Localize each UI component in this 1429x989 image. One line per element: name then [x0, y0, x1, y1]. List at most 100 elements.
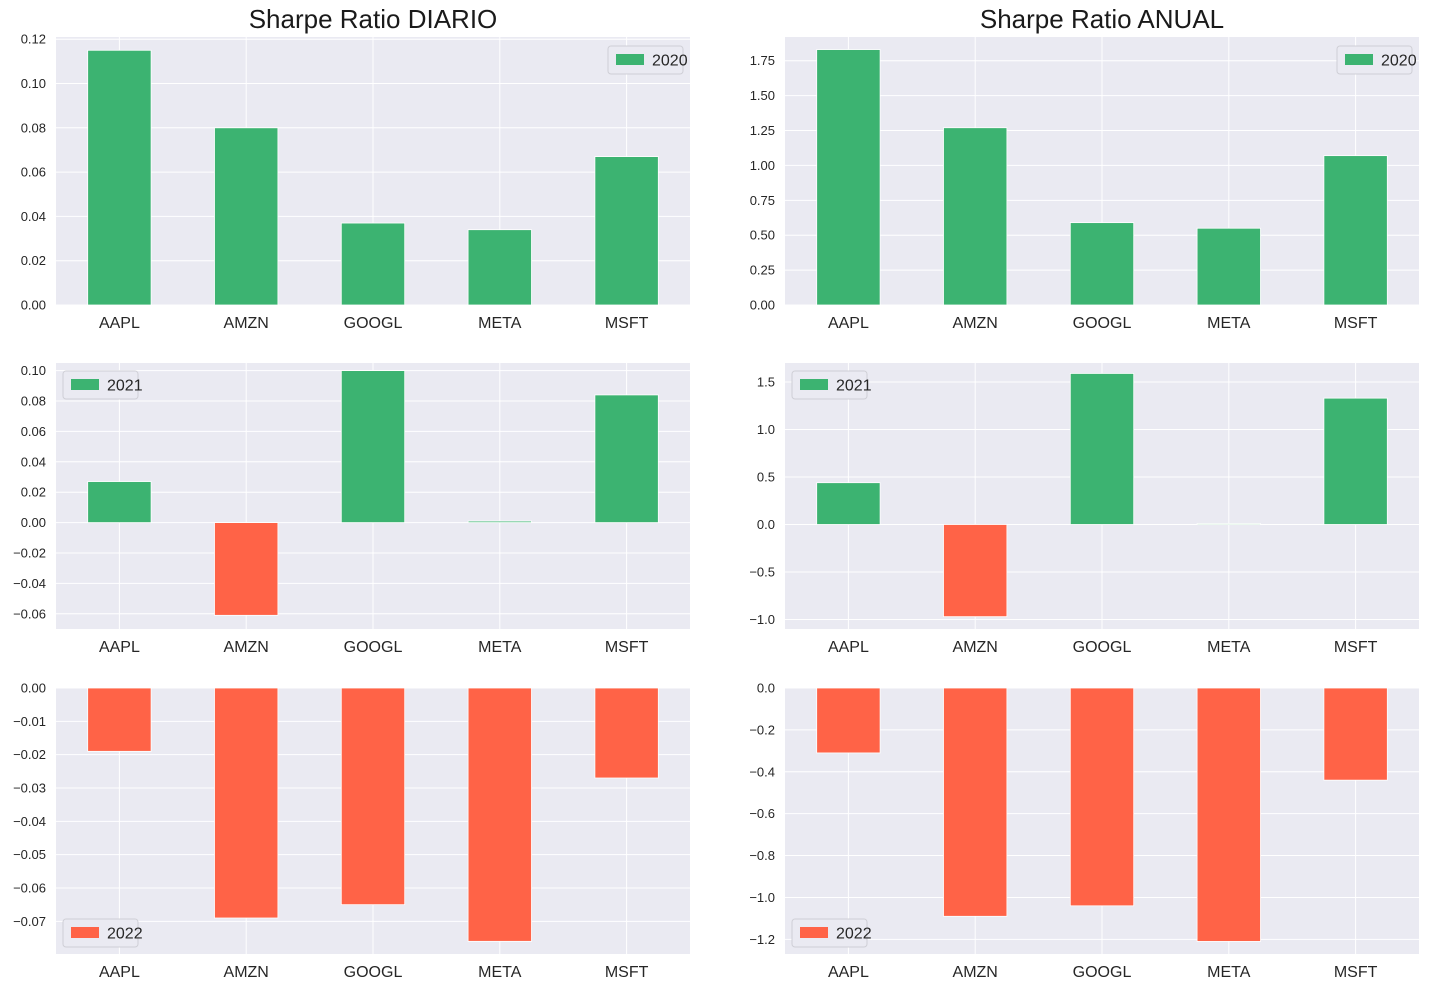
bar-amzn	[943, 524, 1008, 618]
y-tick-label: 0.00	[21, 515, 46, 530]
bar-aapl	[87, 687, 152, 752]
y-tick-label: 0.00	[21, 681, 46, 696]
x-tick-label: AMZN	[953, 639, 998, 656]
bar-msft	[1323, 397, 1388, 525]
x-tick-label: AMZN	[224, 964, 269, 981]
legend-box	[1336, 45, 1413, 75]
bar-msft	[594, 687, 659, 779]
bar-googl	[1069, 373, 1135, 525]
bar-aapl	[816, 687, 881, 754]
x-tick-label: MSFT	[1334, 964, 1378, 981]
y-tick-label: 0.5	[757, 470, 775, 485]
bar-googl	[1069, 687, 1135, 907]
y-tick-label: 1.5	[757, 375, 775, 390]
y-tick-label: 0.06	[21, 165, 46, 180]
legend-box	[62, 918, 139, 948]
y-tick-label: 0.0	[757, 681, 775, 696]
bar-googl	[1069, 222, 1135, 306]
y-tick-label: −0.8	[749, 848, 775, 863]
y-tick-label: 0.06	[21, 424, 46, 439]
bar-aapl	[87, 481, 152, 523]
y-tick-label: 0.75	[750, 193, 775, 208]
bar-meta	[1196, 523, 1261, 525]
chart-panel-0: 0.00 0.02 0.04 0.06 0.08 0.10 0.12 AAPL AMZN GOOG…	[21, 32, 690, 332]
bar-aapl	[87, 49, 152, 306]
legend: 2022	[62, 918, 143, 948]
title-sharpe-anual: Sharpe Ratio ANUAL	[979, 4, 1225, 34]
y-tick-label: 0.08	[21, 120, 46, 135]
x-tick-label: META	[478, 964, 522, 981]
bar-meta	[1196, 227, 1261, 306]
legend-swatch	[1345, 54, 1373, 65]
x-tick-label: AAPL	[99, 964, 140, 981]
bar-googl	[340, 222, 406, 306]
x-tick-label: AMZN	[953, 315, 998, 332]
x-tick-label: AAPL	[828, 639, 869, 656]
y-tick-label: 0.00	[750, 298, 775, 313]
bar-amzn	[214, 687, 279, 919]
title-sharpe-diario: Sharpe Ratio DIARIO	[248, 4, 498, 34]
y-tick-label: 0.02	[21, 253, 46, 268]
y-tick-label: 0.12	[21, 32, 46, 47]
y-tick-label: 1.0	[757, 422, 775, 437]
chart-panel-2: −0.06 −0.04 −0.02 0.00 0.02 0.04 0.06 0.08 0.10 A…	[13, 363, 690, 656]
x-tick-label: MSFT	[605, 964, 649, 981]
y-tick-label: −0.03	[13, 781, 46, 796]
bar-amzn	[943, 127, 1008, 306]
y-tick-label: −0.4	[749, 764, 775, 779]
bar-meta	[1196, 687, 1261, 942]
legend: 2021	[791, 370, 872, 400]
legend-label: 2020	[1381, 53, 1417, 70]
bar-aapl	[816, 49, 881, 306]
legend: 2021	[62, 370, 143, 400]
x-tick-label: META	[1207, 964, 1251, 981]
y-tick-label: 1.50	[750, 88, 775, 103]
legend: 2020	[1336, 45, 1417, 75]
y-tick-label: −0.04	[13, 814, 46, 829]
x-tick-label: GOOGL	[1073, 964, 1132, 981]
legend: 2022	[791, 918, 872, 948]
legend-box	[62, 370, 139, 400]
y-tick-label: 0.25	[750, 263, 775, 278]
y-tick-label: −1.2	[749, 932, 775, 947]
x-tick-label: AAPL	[828, 315, 869, 332]
legend-label: 2021	[107, 378, 143, 395]
x-tick-label: AAPL	[99, 639, 140, 656]
x-tick-label: MSFT	[605, 639, 649, 656]
y-tick-label: 0.00	[21, 298, 46, 313]
chart-panel-5: −1.2 −1.0 −0.8 −0.6 −0.4 −0.2 0.0 AAPL AMZN GOOGL…	[749, 681, 1419, 981]
bar-googl	[340, 370, 406, 524]
x-tick-label: GOOGL	[344, 639, 403, 656]
y-tick-label: −0.06	[13, 881, 46, 896]
x-tick-label: META	[478, 639, 522, 656]
y-tick-label: −0.06	[13, 606, 46, 621]
legend-label: 2020	[652, 53, 688, 70]
bar-msft	[594, 394, 659, 524]
chart-panel-1: 0.00 0.25 0.50 0.75 1.00 1.25 1.50 1.75 AAPL AMZN…	[750, 37, 1419, 332]
y-tick-label: −0.5	[749, 565, 775, 580]
y-tick-label: −0.05	[13, 847, 46, 862]
x-tick-label: META	[478, 315, 522, 332]
y-tick-label: −1.0	[749, 890, 775, 905]
y-tick-label: 0.0	[757, 517, 775, 532]
legend: 2020	[607, 45, 688, 75]
y-tick-label: 0.04	[21, 209, 46, 224]
bar-amzn	[943, 687, 1008, 917]
bar-meta	[467, 687, 532, 942]
y-tick-label: −1.0	[749, 612, 775, 627]
y-tick-label: 0.02	[21, 485, 46, 500]
bar-googl	[340, 687, 406, 906]
chart-panel-3: −1.0 −0.5 0.0 0.5 1.0 1.5 AAPL AMZN GOOGL META MSF…	[749, 363, 1419, 656]
y-tick-label: 0.10	[21, 363, 46, 378]
bar-aapl	[816, 482, 881, 525]
legend-box	[607, 45, 684, 75]
chart-panel-4: −0.07 −0.06 −0.05 −0.04 −0.03 −0.02 −0.01 0.00 A…	[13, 681, 690, 981]
legend-box	[791, 918, 868, 948]
x-tick-label: MSFT	[1334, 639, 1378, 656]
x-tick-label: MSFT	[605, 315, 649, 332]
y-tick-label: 0.04	[21, 454, 46, 469]
legend-box	[791, 370, 868, 400]
y-tick-label: 0.10	[21, 76, 46, 91]
legend-label: 2022	[107, 926, 143, 943]
